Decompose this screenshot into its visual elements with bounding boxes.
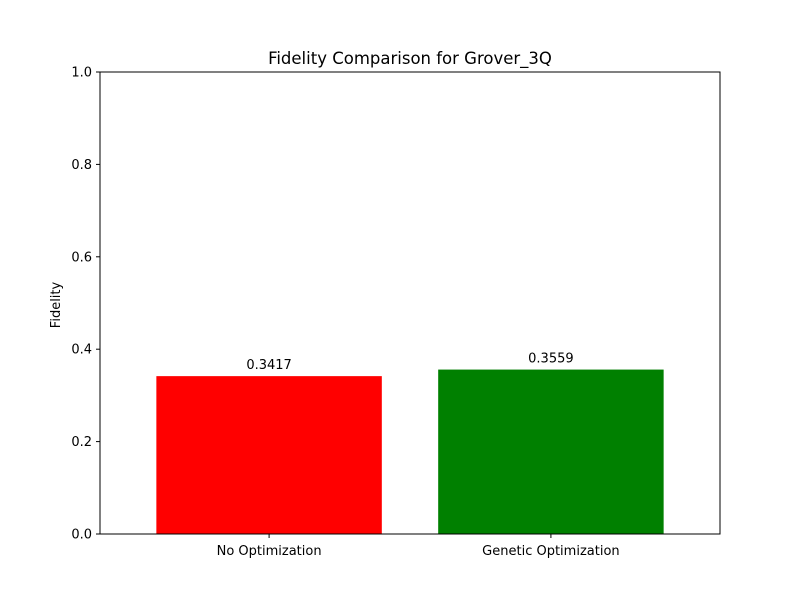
bar-value-labels: 0.3417 0.3559 [246, 352, 573, 374]
y-axis: 0.0 0.2 0.4 0.6 0.8 1.0 [71, 66, 100, 543]
x-tick-label-2: Genetic Optimization [482, 544, 619, 559]
y-tick-label-3: 0.4 [71, 343, 92, 358]
x-tick-label-1: No Optimization [217, 544, 322, 559]
bar-2 [438, 369, 664, 534]
y-tick-label-4: 0.6 [71, 250, 92, 265]
bar-value-label-1: 0.3417 [246, 358, 292, 373]
bar-1 [156, 376, 382, 534]
bars-group [156, 369, 664, 534]
y-tick-label-6: 1.0 [71, 66, 92, 81]
plot-frame [99, 71, 721, 535]
y-tick-label-5: 0.8 [71, 158, 92, 173]
y-axis-label: Fidelity [49, 281, 64, 328]
chart-title: Fidelity Comparison for Grover_3Q [268, 49, 552, 69]
bar-value-label-2: 0.3559 [528, 352, 574, 367]
x-axis: No Optimization Genetic Optimization [217, 534, 620, 559]
y-tick-label-2: 0.2 [71, 435, 92, 450]
y-tick-label-1: 0.0 [71, 528, 92, 543]
